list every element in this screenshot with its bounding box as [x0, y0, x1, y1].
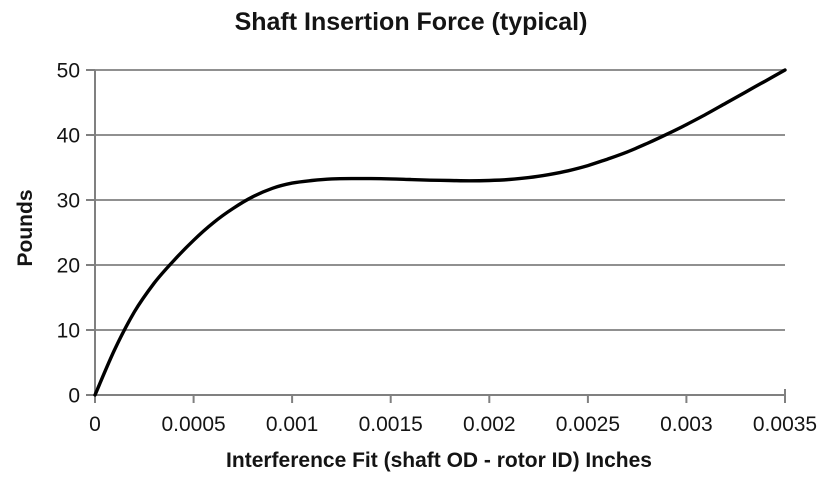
y-tick-label: 10 [57, 320, 80, 343]
x-tick-label: 0.0015 [359, 413, 423, 436]
x-tick-label: 0.003 [660, 413, 713, 436]
y-axis-title: Pounds [14, 189, 37, 267]
x-tick-label: 0.002 [463, 413, 516, 436]
x-axis-title: Interference Fit (shaft OD - rotor ID) I… [226, 449, 652, 472]
chart-title: Shaft Insertion Force (typical) [234, 8, 588, 36]
y-tick-label: 30 [57, 190, 80, 213]
force-curve [93, 68, 787, 397]
x-tick-label: 0 [89, 413, 101, 436]
y-tick-label: 50 [57, 60, 80, 83]
y-tick-label: 40 [57, 125, 80, 148]
x-tick-label: 0.0025 [556, 413, 620, 436]
x-tick-label: 0.0005 [161, 413, 225, 436]
y-tick-label: 0 [68, 385, 80, 408]
y-tick-label: 20 [57, 255, 80, 278]
x-tick-label: 0.001 [266, 413, 319, 436]
x-tick-label: 0.0035 [753, 413, 817, 436]
